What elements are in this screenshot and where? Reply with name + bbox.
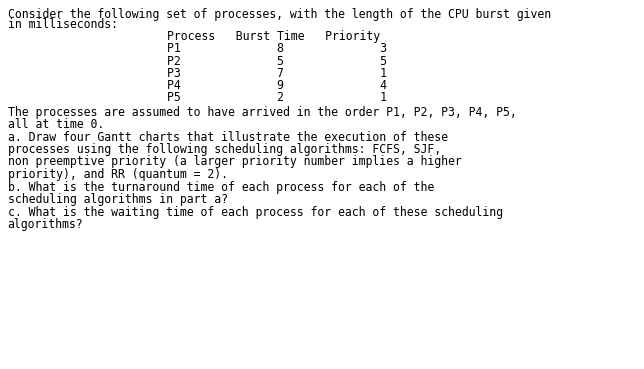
Text: P3              7              1: P3 7 1 [167, 67, 388, 80]
Text: priority), and RR (quantum = 2).: priority), and RR (quantum = 2). [8, 168, 228, 180]
Text: P5              2              1: P5 2 1 [167, 91, 388, 104]
Text: non preemptive priority (a larger priority number implies a higher: non preemptive priority (a larger priori… [8, 155, 462, 168]
Text: all at time 0.: all at time 0. [8, 118, 104, 131]
Text: Consider the following set of processes, with the length of the CPU burst given: Consider the following set of processes,… [8, 8, 551, 21]
Text: a. Draw four Gantt charts that illustrate the execution of these: a. Draw four Gantt charts that illustrat… [8, 131, 448, 144]
Text: P4              9              4: P4 9 4 [167, 79, 388, 92]
Text: The processes are assumed to have arrived in the order P1, P2, P3, P4, P5,: The processes are assumed to have arrive… [8, 106, 516, 119]
Text: c. What is the waiting time of each process for each of these scheduling: c. What is the waiting time of each proc… [8, 206, 503, 219]
Text: Process   Burst Time   Priority: Process Burst Time Priority [167, 30, 381, 43]
Text: P2              5              5: P2 5 5 [167, 55, 388, 68]
Text: b. What is the turnaround time of each process for each of the: b. What is the turnaround time of each p… [8, 181, 434, 194]
Text: processes using the following scheduling algorithms: FCFS, SJF,: processes using the following scheduling… [8, 143, 441, 156]
Text: scheduling algorithms in part a?: scheduling algorithms in part a? [8, 193, 228, 206]
Text: algorithms?: algorithms? [8, 218, 83, 231]
Text: in milliseconds:: in milliseconds: [8, 18, 118, 31]
Text: P1              8              3: P1 8 3 [167, 42, 388, 55]
